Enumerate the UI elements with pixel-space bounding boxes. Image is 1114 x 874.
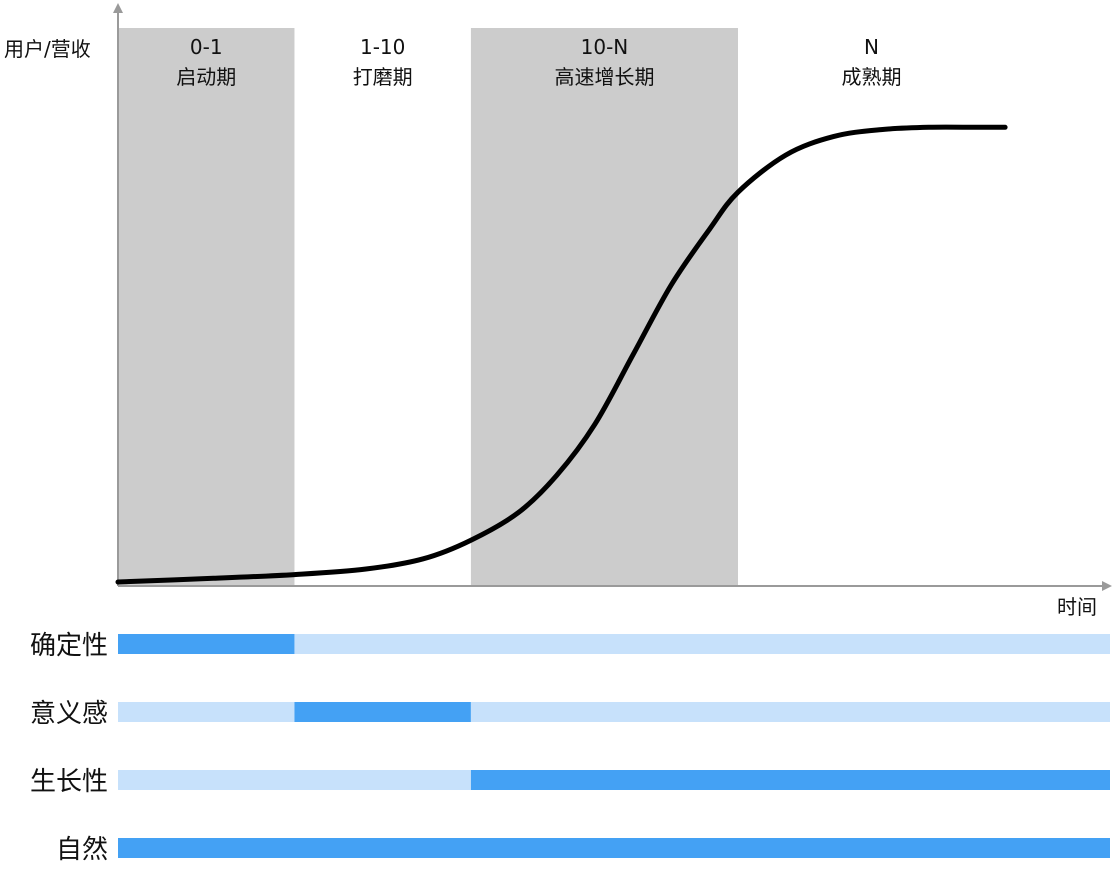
phase-band <box>470 28 738 586</box>
phase-range-label: N <box>864 35 879 59</box>
attribute-row-label: 自然 <box>56 835 108 865</box>
phase-name-label: 成熟期 <box>842 65 902 89</box>
axes: 用户/营收 时间 <box>4 3 1112 619</box>
attribute-bar-segment-high <box>294 702 471 722</box>
attribute-row-label: 生长性 <box>30 767 108 797</box>
y-axis-label: 用户/营收 <box>4 37 91 61</box>
attribute-bar-segment-low <box>118 770 471 790</box>
phase-name-label: 打磨期 <box>353 65 413 89</box>
attribute-bar-segment-low <box>294 634 1110 654</box>
attribute-bar-segment-high <box>118 838 1110 858</box>
phase-range-label: 0-1 <box>190 35 223 59</box>
attribute-row-label: 确定性 <box>30 631 108 661</box>
x-axis-arrow <box>1102 581 1112 591</box>
attribute-bar-segment-low <box>118 702 295 722</box>
phase-range-label: 1-10 <box>360 35 405 59</box>
x-axis-label: 时间 <box>1057 595 1097 619</box>
growth-curve <box>115 124 1008 585</box>
phase-band <box>118 28 295 586</box>
phase-name-label: 启动期 <box>176 65 236 89</box>
phase-labels: 0-1 启动期 1-10 打磨期 10-N 高速增长期 N 成熟期 <box>176 35 901 89</box>
attribute-bar-segment-high <box>118 634 295 654</box>
attribute-row-label: 意义感 <box>30 699 108 729</box>
attribute-bar-segment-low <box>470 702 1110 722</box>
phase-shading <box>118 28 738 586</box>
y-axis-arrow <box>113 3 123 13</box>
attribute-bar-segment-high <box>470 770 1110 790</box>
phase-range-label: 10-N <box>581 35 629 59</box>
phase-name-label: 高速增长期 <box>554 65 654 89</box>
